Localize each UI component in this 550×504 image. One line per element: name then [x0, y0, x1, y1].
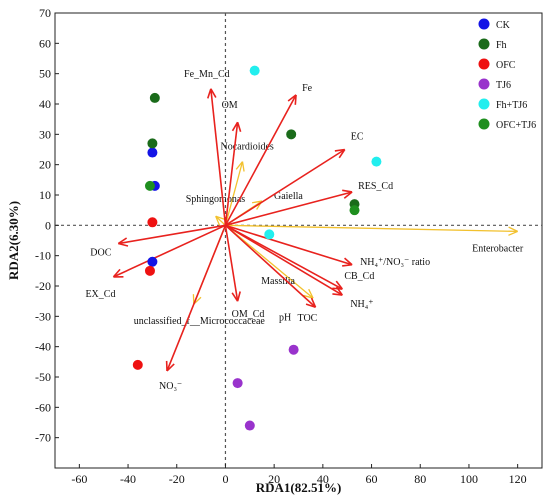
y-tick-label: 30 — [39, 127, 51, 141]
legend-label: OFC — [496, 60, 516, 71]
env-vector-label: RES_Cd — [358, 181, 393, 192]
sample-point — [264, 229, 274, 239]
x-tick-label: 80 — [414, 472, 426, 486]
env-vector-arrow — [225, 150, 344, 226]
env-vector-label: OM — [222, 100, 238, 111]
sample-point — [286, 129, 296, 139]
env-vector-label: Fe — [302, 83, 313, 94]
env-vector-label: NH₄⁺/NO₃⁻ ratio — [360, 257, 430, 268]
env-vector-label: Fe_Mn_Cd — [184, 69, 230, 80]
y-tick-label: -20 — [35, 279, 51, 293]
y-tick-label: -70 — [35, 431, 51, 445]
y-tick-label: 70 — [39, 6, 51, 20]
legend-marker — [479, 79, 490, 90]
sample-point — [289, 345, 299, 355]
env-vector-label: EC — [351, 132, 364, 143]
y-tick-label: 50 — [39, 67, 51, 81]
y-tick-label: 0 — [45, 218, 51, 232]
sample-point — [147, 138, 157, 148]
sample-point — [133, 360, 143, 370]
legend-marker — [479, 119, 490, 130]
env-vector-label: OM_Cd — [232, 309, 265, 320]
y-axis-title: RDA2(6.30%) — [6, 201, 21, 280]
legend-label: TJ6 — [496, 80, 511, 91]
y-tick-label: 40 — [39, 97, 51, 111]
legend-label: Fh — [496, 40, 507, 51]
env-vector-label: DOC — [90, 248, 111, 259]
sample-point — [147, 217, 157, 227]
extra-vector-label: pH — [279, 312, 291, 323]
y-tick-label: -10 — [35, 249, 51, 263]
y-tick-label: -50 — [35, 370, 51, 384]
y-tick-label: -40 — [35, 340, 51, 354]
x-tick-label: 0 — [222, 472, 228, 486]
x-tick-label: 60 — [366, 472, 378, 486]
legend-marker — [479, 19, 490, 30]
x-tick-label: -40 — [120, 472, 136, 486]
env-vector-label: TOC — [298, 313, 318, 324]
env-vector-label: NH₄⁺ — [350, 299, 373, 310]
sample-point — [150, 93, 160, 103]
legend-marker — [479, 59, 490, 70]
sample-point — [147, 257, 157, 267]
sample-point — [245, 421, 255, 431]
sample-point — [233, 378, 243, 388]
x-tick-label: -20 — [169, 472, 185, 486]
y-tick-label: -30 — [35, 309, 51, 323]
legend-label: OFC+TJ6 — [496, 120, 536, 131]
plot-frame — [55, 13, 542, 468]
legend-marker — [479, 39, 490, 50]
sample-point — [371, 157, 381, 167]
y-tick-label: 20 — [39, 158, 51, 172]
species-vector-label: Gaiella — [274, 191, 303, 202]
species-vector-label: Massilia — [261, 276, 295, 287]
x-tick-label: 120 — [509, 472, 527, 486]
env-vector-label: EX_Cd — [85, 289, 115, 300]
sample-point — [250, 66, 260, 76]
species-vector-label: Enterobacter — [472, 243, 524, 254]
y-tick-label: 10 — [39, 188, 51, 202]
sample-point — [145, 266, 155, 276]
y-tick-label: -60 — [35, 400, 51, 414]
env-vector-arrow — [225, 95, 296, 225]
env-vector-arrow — [118, 225, 225, 246]
env-vector-label: NO₃⁻ — [159, 381, 182, 392]
x-tick-label: 100 — [460, 472, 478, 486]
legend-label: Fh+TJ6 — [496, 100, 527, 111]
legend-label: CK — [496, 20, 511, 31]
sample-point — [147, 148, 157, 158]
x-tick-label: -60 — [71, 472, 87, 486]
legend-marker — [479, 99, 490, 110]
env-vector-arrow — [167, 225, 226, 371]
env-vector-label: CB_Cd — [344, 271, 374, 282]
y-tick-label: 60 — [39, 36, 51, 50]
sample-point — [350, 205, 360, 215]
sample-point — [145, 181, 155, 191]
x-axis-title: RDA1(82.51%) — [256, 480, 342, 495]
